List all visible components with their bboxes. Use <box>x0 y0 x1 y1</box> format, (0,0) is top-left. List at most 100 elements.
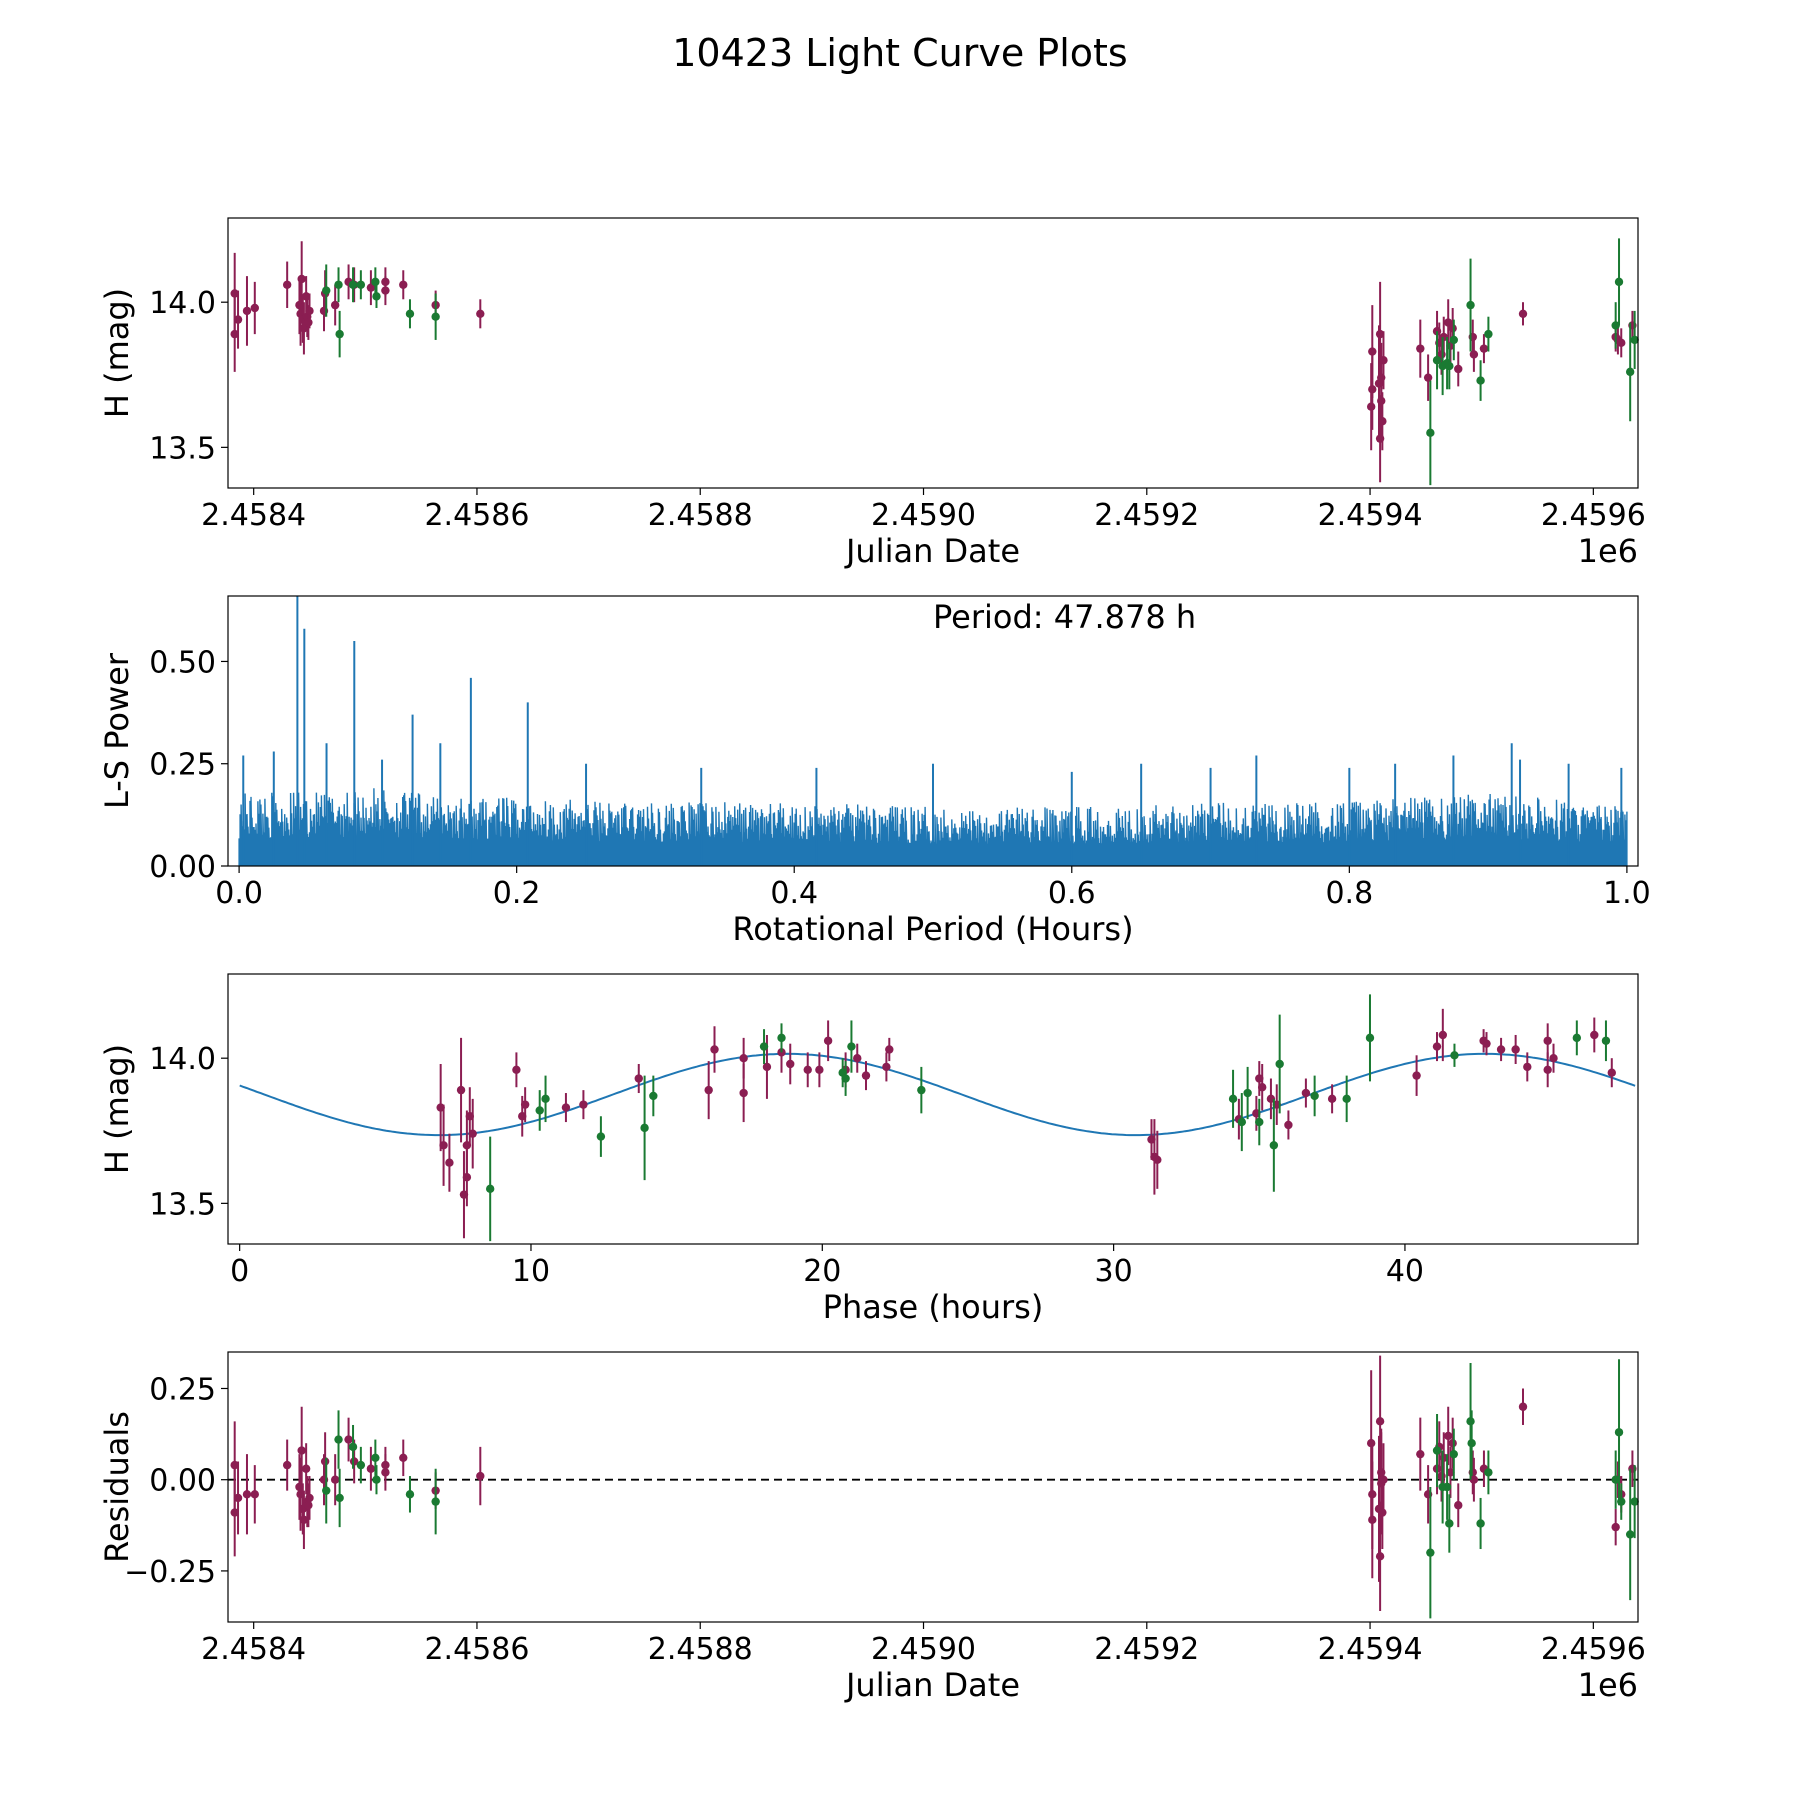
lightcurve-point <box>1368 347 1377 356</box>
residuals-point <box>1448 1439 1457 1448</box>
residuals-ytick-label: 0.00 <box>149 1464 216 1499</box>
residuals-point <box>1442 1482 1452 1492</box>
lightcurve-point <box>1479 344 1489 353</box>
residuals-point <box>299 1515 309 1525</box>
residuals-offset-label: 1e6 <box>1578 1666 1638 1704</box>
lightcurve-ytick-label: 14.0 <box>149 286 216 321</box>
residuals-point <box>1449 1449 1458 1459</box>
lightcurve-ylabel: H (mag) <box>98 288 136 418</box>
phased-point <box>1269 1141 1279 1150</box>
periodogram-xtick-label: 0.6 <box>1048 876 1096 911</box>
subplot-lightcurve: 2.4584 2.4586 2.4588 2.4590 2.4592 2.4594 2.45… <box>98 217 1646 570</box>
phased-point <box>520 1100 530 1109</box>
phased-point <box>579 1100 588 1109</box>
phased-point <box>485 1184 495 1194</box>
phased-point <box>535 1106 544 1115</box>
phased-point <box>1301 1088 1311 1098</box>
residuals-point <box>1446 1468 1455 1477</box>
lightcurve-point <box>1416 344 1425 353</box>
phased-ylabel: H (mag) <box>98 1044 136 1174</box>
phased-point <box>1601 1036 1611 1045</box>
lightcurve-point <box>1379 356 1388 365</box>
residuals-point <box>348 1442 358 1452</box>
period-annotation: Period: 47.878 h <box>933 598 1196 636</box>
residuals-point <box>1617 1497 1626 1506</box>
phased-xtick-label: 10 <box>512 1254 550 1289</box>
phased-point <box>1590 1030 1599 1040</box>
residuals-point <box>1368 1515 1377 1525</box>
lightcurve-point <box>1614 277 1624 287</box>
residuals-point <box>366 1464 376 1473</box>
lightcurve-point <box>1378 417 1387 426</box>
lightcurve-axes-frame <box>227 217 1639 489</box>
subplot-residuals: 2.4584 2.4586 2.4588 2.4590 2.4592 2.4594 2.45… <box>98 1351 1646 1704</box>
lightcurve-point <box>1375 329 1385 339</box>
residuals-ytick-label: 0.25 <box>149 1372 216 1407</box>
phased-ytick-label: 14.0 <box>149 1042 216 1077</box>
residuals-xtick-label: 2.4592 <box>1094 1632 1199 1667</box>
phased-point <box>1549 1053 1558 1063</box>
residuals-point <box>1466 1417 1475 1426</box>
phased-point <box>1438 1030 1448 1040</box>
phased-series <box>485 994 1611 1242</box>
phased-point <box>1365 1033 1375 1043</box>
phased-point <box>777 1033 786 1043</box>
lightcurve-point <box>1444 318 1453 327</box>
lightcurve-point <box>242 306 252 316</box>
residuals-xtick-label: 2.4588 <box>648 1632 753 1667</box>
residuals-point <box>1467 1439 1476 1448</box>
phased-point <box>1543 1065 1552 1075</box>
phased-point <box>445 1158 454 1167</box>
residuals-point <box>1625 1530 1635 1539</box>
periodogram-ylabel: L-S Power <box>98 652 136 809</box>
phased-point <box>1432 1042 1442 1051</box>
phased-point <box>1523 1062 1532 1072</box>
residuals-point <box>431 1497 440 1506</box>
lightcurve-point <box>1454 364 1463 374</box>
residuals-xtick-label: 2.4590 <box>871 1632 976 1667</box>
residuals-point <box>304 1501 313 1510</box>
residuals-point <box>405 1490 415 1499</box>
residuals-point <box>399 1453 408 1463</box>
lightcurve-series <box>322 238 1639 486</box>
phased-point <box>1275 1059 1284 1069</box>
residuals-point <box>335 1493 344 1503</box>
phased-point <box>823 1036 833 1045</box>
lightcurve-point <box>1484 329 1493 339</box>
residuals-point <box>250 1490 259 1499</box>
residuals-xtick-label: 2.4586 <box>424 1632 529 1667</box>
phased-point <box>704 1085 713 1095</box>
residuals-point <box>233 1493 243 1503</box>
phased-point <box>759 1042 769 1051</box>
phased-point <box>634 1074 643 1083</box>
residuals-point <box>356 1460 366 1470</box>
lightcurve-xtick-label: 2.4588 <box>648 498 753 533</box>
residuals-point <box>1426 1548 1435 1557</box>
lightcurve-point <box>1625 367 1635 377</box>
phased-point <box>841 1074 850 1083</box>
residuals-xtick-label: 2.4594 <box>1318 1632 1423 1667</box>
lightcurve-point <box>372 292 381 301</box>
periodogram-axes-frame <box>227 595 1639 867</box>
subplot-periodogram: Period: 47.878 h 0.0 0.2 0.4 0.6 0.8 1.0 0.00 0.… <box>98 595 1651 948</box>
phased-point <box>786 1059 795 1069</box>
phased-point <box>1607 1068 1616 1077</box>
phased-point <box>541 1094 550 1104</box>
phased-point <box>456 1085 466 1095</box>
residuals-point <box>330 1475 340 1484</box>
lightcurve-point <box>233 315 243 324</box>
phased-point <box>596 1132 606 1141</box>
residuals-point <box>301 1464 311 1473</box>
residuals-point <box>1366 1439 1376 1448</box>
periodogram-xtick-label: 0.4 <box>770 876 818 911</box>
phased-axes-frame <box>227 973 1639 1245</box>
lightcurve-point <box>1366 402 1376 411</box>
residuals-point <box>1630 1497 1639 1506</box>
phased-point <box>815 1065 824 1075</box>
phased-ytick-label: 13.5 <box>149 1187 216 1222</box>
lightcurve-point <box>405 309 415 319</box>
periodogram-xlabel: Rotational Period (Hours) <box>732 910 1133 948</box>
phased-point <box>561 1103 571 1112</box>
lightcurve-point <box>399 280 408 289</box>
residuals-point <box>1454 1501 1463 1510</box>
